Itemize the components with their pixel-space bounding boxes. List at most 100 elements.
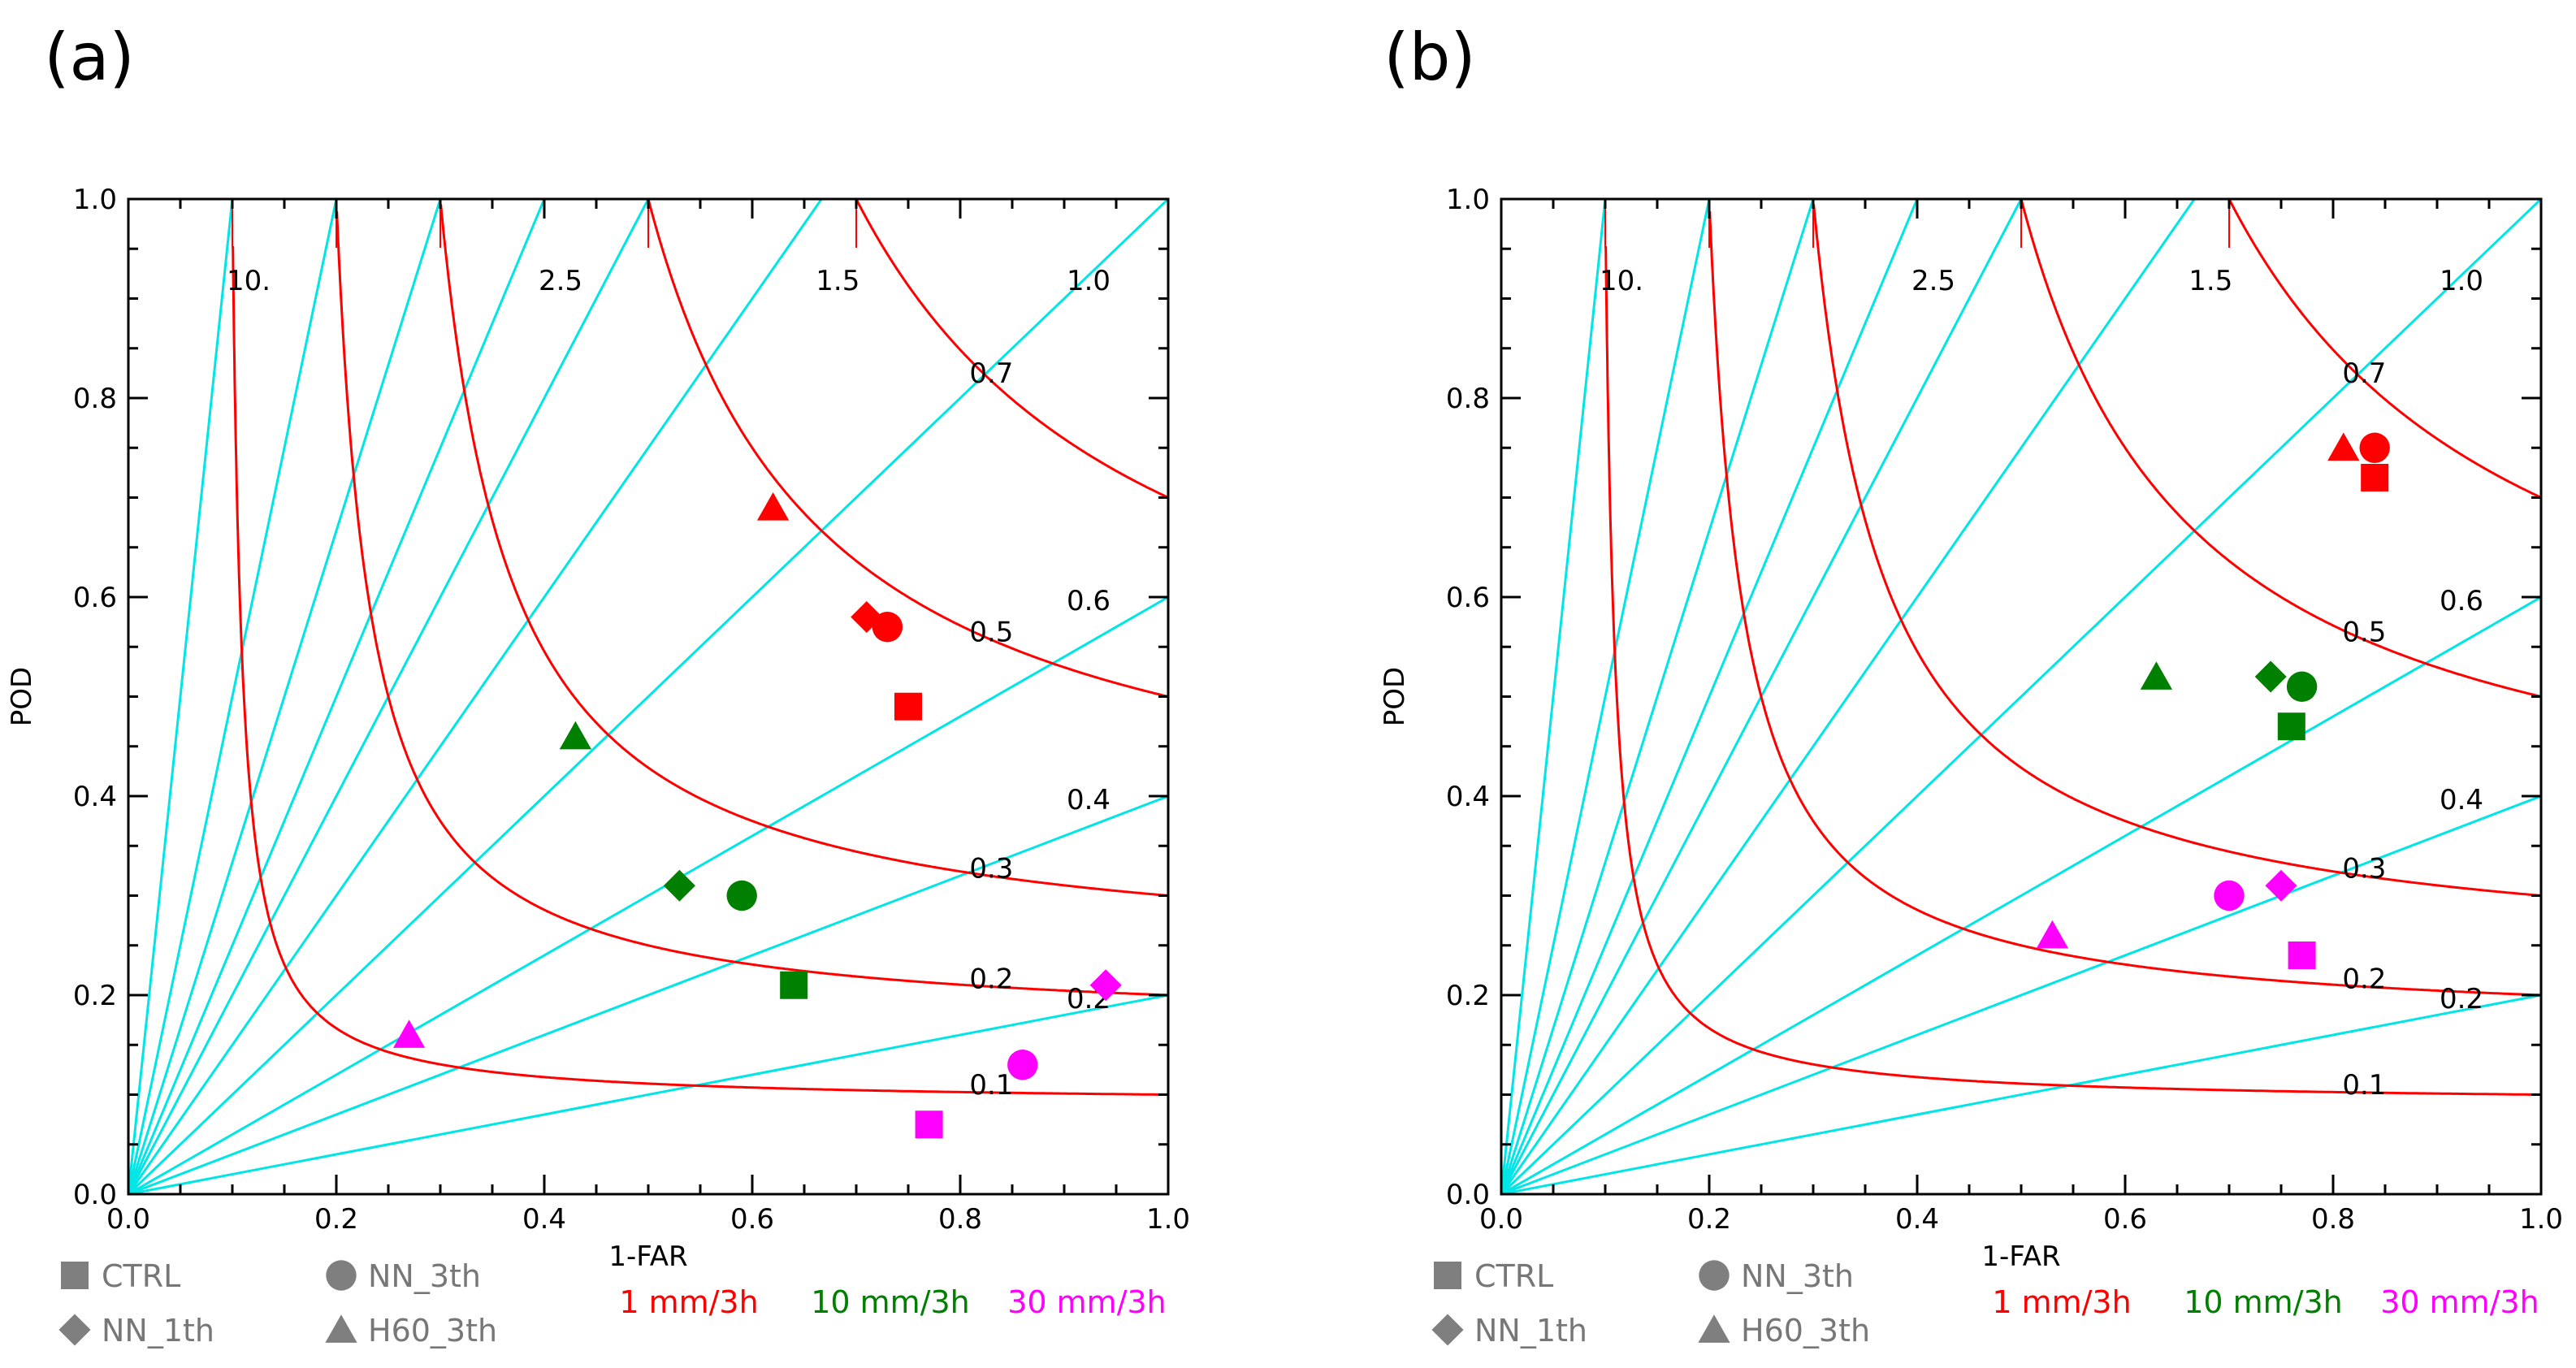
csi-curve: [1812, 204, 2541, 897]
data-point-ctrl: [2277, 712, 2305, 741]
panel-label: (a): [44, 19, 134, 95]
bias-label: 2.5: [1911, 265, 1955, 297]
x-tick-label: 0.2: [1687, 1203, 1731, 1236]
bias-line: [128, 199, 442, 1194]
csi-label: 0.7: [2342, 357, 2386, 390]
x-tick-label: 0.4: [1895, 1203, 1939, 1236]
x-tick-label: 0.0: [106, 1203, 150, 1236]
y-axis-title: POD: [6, 667, 38, 726]
bias-line: [1501, 994, 2541, 1194]
data-point-nn_3th: [2214, 880, 2245, 911]
csi-label: 0.2: [2342, 963, 2386, 996]
legend-label: H60_3th: [1741, 1313, 1870, 1349]
csi-label: 0.7: [969, 357, 1013, 390]
csi-label: 0.3: [2342, 852, 2386, 885]
legend-label: H60_3th: [368, 1313, 497, 1349]
data-point-ctrl: [2361, 464, 2389, 491]
panel-a: (a) 10. 2.5 1.5 1.0 0.6 0.4 0.2 0.1 0.2 0.3 0.5 0.7 0…: [6, 19, 1190, 1349]
x-tick-label: 0.6: [730, 1203, 774, 1236]
bias-line: [1501, 794, 2541, 1194]
y-tick-label: 0.4: [73, 781, 117, 813]
data-point-nn_3th: [2359, 432, 2390, 463]
bias-line: [1501, 199, 1815, 1194]
legend-threshold-label: 30 mm/3h: [1007, 1284, 1167, 1320]
bias-line: [128, 994, 1168, 1194]
data-point-nn_3th: [726, 880, 757, 911]
x-tick-label: 0.0: [1479, 1203, 1523, 1236]
legend-label: NN_3th: [1741, 1258, 1854, 1294]
y-axis-title: POD: [1379, 667, 1411, 726]
legend-triangle-icon: [325, 1314, 357, 1343]
csi-curve: [647, 200, 1168, 698]
x-tick-label: 1.0: [1146, 1203, 1190, 1236]
data-point-ctrl: [915, 1110, 943, 1139]
legend-circle-icon: [1699, 1260, 1730, 1291]
bias-line: [128, 199, 234, 1194]
legend: CTRL NN_3th NN_1th H60_3th 1 mm/3h 10 mm/3h 30…: [58, 1258, 1167, 1349]
bias-label: 1.0: [1067, 265, 1110, 297]
data-point-h60_3th: [756, 492, 790, 521]
csi-curve: [336, 210, 1168, 997]
csi-label: 0.5: [2342, 617, 2386, 649]
data-point-ctrl: [894, 692, 922, 721]
panel-label: (b): [1383, 19, 1475, 95]
bias-label: 0.2: [2440, 983, 2483, 1015]
data-point-h60_3th: [392, 1020, 426, 1048]
csi-curve: [232, 246, 1168, 1096]
plot-area: [128, 199, 1168, 1194]
csi-label: 0.1: [969, 1069, 1013, 1102]
data-points: [392, 492, 1122, 1139]
y-tick-label: 1.0: [1446, 184, 1490, 216]
legend-threshold-label: 30 mm/3h: [2380, 1284, 2539, 1320]
bias-line: [1501, 199, 1607, 1194]
y-tick-label: 0.6: [73, 582, 117, 614]
bias-label: 1.5: [2189, 265, 2232, 297]
csi-label: 0.3: [969, 852, 1013, 885]
legend-label: NN_1th: [1474, 1313, 1587, 1349]
bias-line: [128, 595, 1168, 1194]
bias-line: [1501, 199, 1711, 1194]
data-point-ctrl: [2288, 942, 2316, 969]
y-tick-label: 0.4: [1446, 781, 1490, 813]
bias-line: [128, 199, 1168, 1194]
bias-label: 1.5: [816, 265, 859, 297]
bias-line: [1501, 595, 2541, 1194]
bias-line: [128, 794, 1168, 1194]
data-point-h60_3th: [559, 721, 592, 750]
x-axis-title: 1-FAR: [1981, 1240, 2060, 1273]
x-tick-label: 0.8: [2311, 1203, 2355, 1236]
legend: CTRL NN_3th NN_1th H60_3th 1 mm/3h 10 mm/3h 30…: [1431, 1258, 2539, 1349]
data-point-nn_1th: [1089, 969, 1122, 1002]
csi-curve: [2228, 199, 2541, 499]
legend-label: NN_3th: [368, 1258, 481, 1294]
legend-diamond-icon: [1431, 1314, 1464, 1346]
legend-square-icon: [1434, 1262, 1461, 1289]
legend-diamond-icon: [58, 1314, 91, 1346]
y-tick-label: 0.2: [73, 980, 117, 1012]
panel-b: (b) 10. 2.5 1.5 1.0 0.6 0.4 0.2 0.1 0.2 0.3 0.5 0.7 0…: [1379, 19, 2563, 1349]
legend-triangle-icon: [1698, 1314, 1730, 1343]
x-tick-label: 0.6: [2103, 1203, 2147, 1236]
y-tick-label: 0.0: [1446, 1179, 1490, 1211]
y-tick-label: 0.6: [1446, 582, 1490, 614]
legend-threshold-label: 10 mm/3h: [2184, 1284, 2343, 1320]
legend-circle-icon: [326, 1260, 357, 1291]
x-tick-label: 0.8: [938, 1203, 982, 1236]
data-point-nn_1th: [663, 869, 695, 902]
bias-label: 1.0: [2440, 265, 2483, 297]
data-point-nn_3th: [2286, 671, 2318, 702]
bias-line: [128, 199, 546, 1194]
data-point-h60_3th: [2140, 661, 2173, 690]
csi-curve: [1708, 210, 2541, 997]
csi-curve: [2020, 200, 2541, 698]
y-tick-label: 0.2: [1446, 980, 1490, 1012]
bias-line: [1501, 199, 2541, 1194]
data-point-h60_3th: [2036, 920, 2069, 949]
y-tick-label: 0.8: [1446, 383, 1490, 415]
legend-square-icon: [61, 1262, 89, 1289]
bias-label: 0.4: [1067, 784, 1110, 816]
bias-label: 0.6: [1067, 585, 1110, 617]
x-tick-label: 1.0: [2519, 1203, 2563, 1236]
bias-line: [128, 199, 338, 1194]
